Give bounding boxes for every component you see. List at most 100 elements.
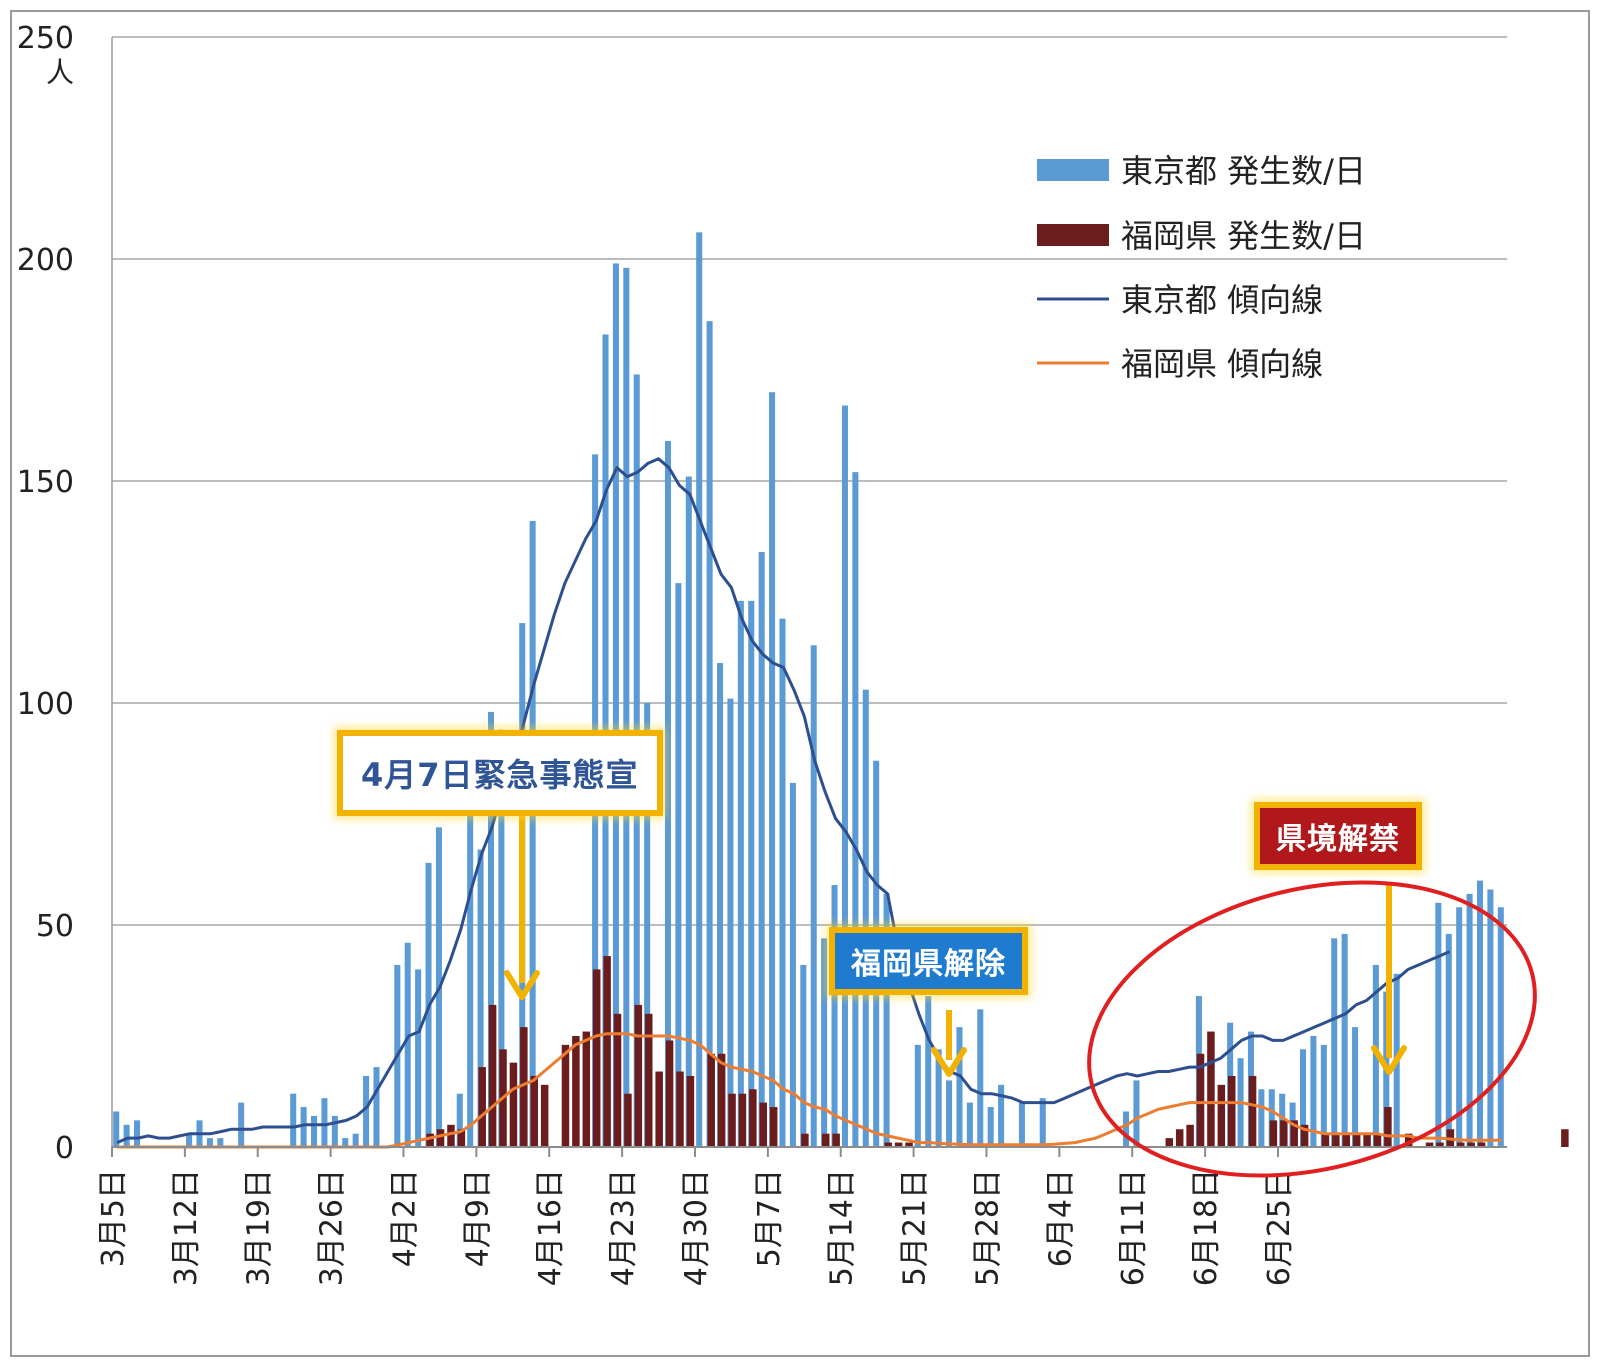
tokyo-bar bbox=[862, 689, 869, 1147]
tokyo-bar bbox=[134, 1120, 141, 1147]
tokyo-bar bbox=[321, 1098, 328, 1147]
tokyo-bar bbox=[789, 782, 796, 1147]
fukuoka-bar bbox=[530, 1075, 538, 1147]
tokyo-bar bbox=[238, 1102, 245, 1147]
x-tick-label: 4月2日 bbox=[387, 1169, 422, 1267]
tokyo-bar bbox=[1299, 1049, 1307, 1147]
fukuoka-bar bbox=[603, 956, 611, 1147]
emergency-arrow-head bbox=[504, 970, 540, 1000]
tokyo-bar bbox=[467, 800, 474, 1147]
y-tick-label: 250 bbox=[17, 21, 74, 56]
tokyo-bar bbox=[883, 893, 890, 1147]
fukuoka-bar bbox=[1352, 1133, 1361, 1147]
tokyo-bar bbox=[1320, 1044, 1327, 1147]
y-tick-label: 150 bbox=[17, 465, 74, 500]
tokyo-bar bbox=[685, 476, 692, 1147]
tokyo-bar bbox=[1476, 880, 1484, 1147]
tokyo-bar bbox=[779, 618, 786, 1147]
tokyo-bar bbox=[1445, 933, 1452, 1147]
fukuoka-bar bbox=[1342, 1133, 1351, 1147]
tokyo-bar bbox=[456, 1093, 463, 1147]
fukuoka-bar bbox=[1175, 1129, 1184, 1147]
x-tick-label: 3月5日 bbox=[96, 1169, 131, 1267]
fukuoka-bar bbox=[884, 1142, 892, 1147]
fukuoka-bar bbox=[1248, 1075, 1257, 1147]
fukuoka-bar bbox=[457, 1129, 466, 1147]
tokyo-bar bbox=[123, 1124, 130, 1147]
fukuoka-bar bbox=[676, 1071, 684, 1147]
tokyo-bar bbox=[206, 1138, 213, 1147]
fukuoka-bar bbox=[613, 1013, 622, 1147]
x-tick-label: 5月21日 bbox=[898, 1169, 933, 1286]
tokyo-bar bbox=[821, 938, 828, 1147]
tokyo-bar bbox=[1352, 1027, 1359, 1147]
fukuoka-bar bbox=[1332, 1133, 1340, 1147]
border-lift-callout: 県境解禁 bbox=[1254, 802, 1422, 870]
tokyo-bar bbox=[664, 441, 671, 1147]
legend-label: 東京都 傾向線 bbox=[1121, 281, 1323, 319]
fukuoka-bar bbox=[1373, 1133, 1382, 1147]
tokyo-bar bbox=[977, 1009, 984, 1147]
fukuoka-bar bbox=[520, 1027, 528, 1147]
fukuoka-lift-arrow-head bbox=[931, 1047, 967, 1077]
fukuoka-bar bbox=[624, 1093, 632, 1147]
tokyo-bar bbox=[706, 321, 713, 1147]
emergency-declaration-label: 4月7日緊急事態宣 bbox=[361, 756, 639, 794]
fukuoka-bar bbox=[540, 1084, 549, 1147]
y-unit-label: 人 bbox=[46, 56, 74, 89]
fukuoka-bar bbox=[717, 1053, 726, 1147]
tokyo-bar bbox=[914, 1044, 921, 1147]
emergency-declaration-callout: 4月7日緊急事態宣 bbox=[337, 730, 663, 816]
tokyo-bar bbox=[487, 711, 495, 1147]
fukuoka-bar bbox=[1196, 1053, 1205, 1147]
tokyo-bar bbox=[1331, 938, 1338, 1147]
x-tick-label: 6月18日 bbox=[1189, 1169, 1224, 1286]
fukuoka-bar bbox=[1228, 1075, 1236, 1147]
x-tick-label: 6月11日 bbox=[1116, 1169, 1151, 1286]
fukuoka-lift-callout: 福岡県解除 bbox=[829, 927, 1028, 995]
tokyo-bar bbox=[998, 1084, 1005, 1147]
tokyo-bar bbox=[415, 969, 422, 1147]
tokyo-bar bbox=[342, 1138, 349, 1147]
x-tick-label: 5月14日 bbox=[825, 1169, 860, 1286]
fukuoka-bar bbox=[1561, 1129, 1569, 1147]
fukuoka-bar bbox=[1477, 1142, 1486, 1147]
tokyo-bar bbox=[477, 849, 484, 1147]
fukuoka-bar bbox=[894, 1142, 903, 1147]
tokyo-bar bbox=[612, 263, 619, 1147]
tokyo-bar bbox=[841, 405, 848, 1147]
fukuoka-bar bbox=[1425, 1142, 1434, 1147]
x-axis-labels: 3月5日 3月12日 3月19日 3月26日 4月2日 4月9日 4月16日 4月23日 4月3… bbox=[96, 1169, 1297, 1286]
annotation-arrows bbox=[504, 810, 1407, 1077]
tokyo-bar bbox=[623, 267, 630, 1147]
fukuoka-bar bbox=[509, 1062, 518, 1147]
tokyo-bar bbox=[404, 942, 411, 1147]
fukuoka-bar bbox=[436, 1129, 445, 1147]
tokyo-bar bbox=[1341, 933, 1348, 1147]
fukuoka-bar bbox=[769, 1107, 778, 1147]
fukuoka-bar bbox=[759, 1102, 768, 1147]
tokyo-bar bbox=[1456, 907, 1463, 1147]
fukuoka-bar bbox=[1321, 1133, 1330, 1147]
tokyo-bar bbox=[1310, 1036, 1317, 1147]
x-tick-label: 5月28日 bbox=[970, 1169, 1005, 1286]
tokyo-bar bbox=[946, 1080, 953, 1147]
y-tick-label: 50 bbox=[36, 909, 74, 944]
tokyo-bar bbox=[696, 232, 703, 1148]
fukuoka-bar bbox=[1384, 1107, 1392, 1147]
tokyo-bar bbox=[363, 1075, 370, 1147]
fukuoka-bar bbox=[1207, 1031, 1215, 1147]
fukuoka-bar bbox=[634, 1004, 643, 1147]
x-tick-label: 3月26日 bbox=[315, 1169, 350, 1286]
gridlines bbox=[112, 36, 1507, 926]
tokyo-bar bbox=[644, 703, 651, 1147]
tokyo-bar bbox=[966, 1102, 973, 1147]
tokyo-bar bbox=[1268, 1089, 1275, 1147]
tokyo-bar bbox=[352, 1133, 359, 1147]
tokyo-bar bbox=[925, 996, 932, 1147]
fukuoka-bar bbox=[1436, 1142, 1444, 1147]
highlight-circle bbox=[1087, 880, 1537, 1178]
fukuoka-bar bbox=[1217, 1084, 1226, 1147]
tokyo-bar bbox=[1497, 907, 1504, 1147]
